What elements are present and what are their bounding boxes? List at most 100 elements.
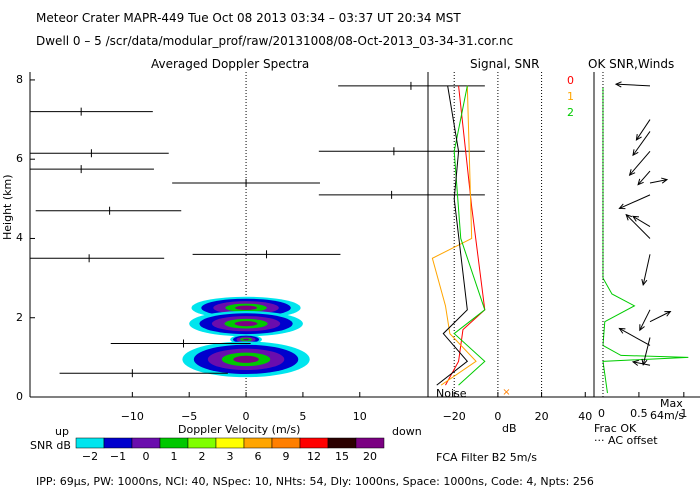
wind-arrow-head	[641, 358, 648, 366]
wind-arrow	[639, 309, 651, 331]
wind-arrow	[635, 119, 651, 141]
wind-arrow	[632, 131, 651, 156]
wind-arrow	[625, 214, 651, 239]
wind-arrow-head	[632, 215, 640, 222]
wind-arrow-head	[639, 324, 645, 332]
colorbar-down-label: down	[392, 425, 422, 438]
snr-x-tick-label: 20	[534, 410, 549, 423]
wind-arrow-head	[637, 178, 644, 186]
colorbar-swatch	[355, 437, 385, 449]
y-tick-label: 6	[16, 152, 23, 166]
wind-arrow-head	[631, 359, 639, 366]
doppler-x-tick-label: 0	[242, 410, 250, 423]
colorbar-swatch	[271, 437, 301, 449]
wind-arrow	[615, 83, 651, 87]
frac-ok-line	[602, 87, 689, 394]
wind-arrow-head	[641, 278, 648, 287]
colorbar-swatch	[187, 437, 217, 449]
filter-label: FCA Filter B2 5m/s	[436, 451, 537, 464]
colorbar-tick-label: 20	[363, 450, 377, 463]
wind-arrow	[642, 337, 651, 365]
wind-arrow-head	[664, 310, 672, 317]
y-tick-label: 0	[16, 390, 23, 403]
snr-series-noise	[436, 85, 469, 386]
ac-offset-label: ··· AC offset	[594, 434, 658, 447]
snr-blob	[235, 305, 257, 311]
colorbar-swatch	[327, 437, 357, 449]
colorbar-tick-label: 12	[307, 450, 321, 463]
noise-label: Noise	[436, 387, 467, 400]
snr-x-tick-label: 0	[494, 410, 502, 423]
wind-arrow-head	[661, 177, 669, 184]
wind-arrow	[642, 254, 651, 286]
y-tick-label: 8	[16, 72, 23, 86]
colorbar-swatch	[159, 437, 189, 449]
header-title: Meteor Crater MAPR-449 Tue Oct 08 2013 0…	[36, 11, 461, 25]
wind-arrow-head	[618, 327, 626, 334]
wind-x-tick-label: 1	[680, 407, 688, 420]
wind-arrow	[632, 361, 651, 366]
noise-marker: ×	[502, 387, 510, 398]
legend-0: 0	[567, 74, 574, 87]
snr-x-tick-label: −20	[442, 410, 466, 423]
legend-1: 1	[567, 90, 574, 103]
wind-x-zero: 0	[598, 407, 605, 420]
snr-series-1	[431, 85, 477, 386]
wind-arrow	[637, 170, 651, 186]
frac-ok-label: Frac OK	[594, 422, 637, 435]
wind-arrow-head	[635, 133, 642, 141]
wind-arrow	[629, 150, 651, 176]
snr-series-0	[445, 85, 486, 386]
doppler-x-tick-label: −10	[120, 410, 144, 423]
snr-blob	[233, 355, 259, 363]
footer-params: IPP: 69μs, PW: 1000ns, NCI: 40, NSpec: 1…	[36, 475, 594, 488]
snr-series-2	[453, 85, 486, 386]
colorbar-swatch	[299, 437, 329, 449]
header-file: Dwell 0 – 5 /scr/data/modular_prof/raw/2…	[36, 34, 514, 48]
y-tick-label: 2	[16, 310, 23, 324]
doppler-x-tick-label: 5	[299, 410, 307, 423]
legend-2: 2	[567, 106, 574, 119]
colorbar-snr-label: SNR dB	[30, 439, 71, 452]
snr-x-label: dB	[502, 422, 517, 435]
snr-blob	[234, 321, 258, 327]
colorbar-swatch	[215, 437, 245, 449]
wind-arrow	[649, 311, 671, 323]
wind-arrow-head	[618, 203, 626, 210]
wind-arrow-head	[628, 169, 636, 176]
wind-arrow	[619, 328, 651, 346]
colorbar-tick-label: −1	[109, 450, 127, 463]
snr-title: Signal, SNR	[470, 57, 540, 71]
colorbar-swatch	[75, 437, 105, 449]
colorbar-swatch	[131, 437, 161, 449]
wind-arrow-head	[625, 213, 633, 221]
y-tick-label: 4	[16, 231, 23, 245]
colorbar-tick-label: 15	[335, 450, 349, 463]
wind-x-tick-label: 0.5	[630, 407, 648, 420]
colorbar-swatch	[103, 437, 133, 449]
colorbar-swatch	[243, 437, 273, 449]
colorbar-tick-label: 6	[254, 450, 262, 463]
snr-x-tick-label: 40	[578, 410, 593, 423]
colorbar-tick-label: 2	[198, 450, 206, 463]
colorbar-tick-label: −2	[81, 450, 99, 463]
colorbar-tick-label: 1	[170, 450, 178, 463]
colorbar-up-label: up	[55, 425, 69, 438]
wind-arrow	[632, 215, 651, 228]
wind-arrow-head	[614, 81, 622, 88]
colorbar-tick-label: 3	[226, 450, 234, 463]
max-speed-label: 64m/s	[650, 409, 685, 422]
snr-blob	[242, 338, 250, 341]
wind-title: OK SNR,Winds	[588, 57, 675, 71]
wind-arrow	[619, 194, 651, 209]
colorbar-tick-label: 0	[142, 450, 150, 463]
colorbar-tick-label: 9	[282, 450, 290, 463]
wind-arrow-head	[632, 149, 639, 157]
doppler-title: Averaged Doppler Spectra	[151, 57, 310, 71]
doppler-x-label: Doppler Velocity (m/s)	[178, 423, 301, 436]
doppler-x-tick-label: 10	[352, 410, 367, 423]
doppler-x-tick-label: −5	[181, 410, 198, 423]
max-label: Max	[660, 397, 683, 410]
wind-arrow	[649, 179, 668, 184]
